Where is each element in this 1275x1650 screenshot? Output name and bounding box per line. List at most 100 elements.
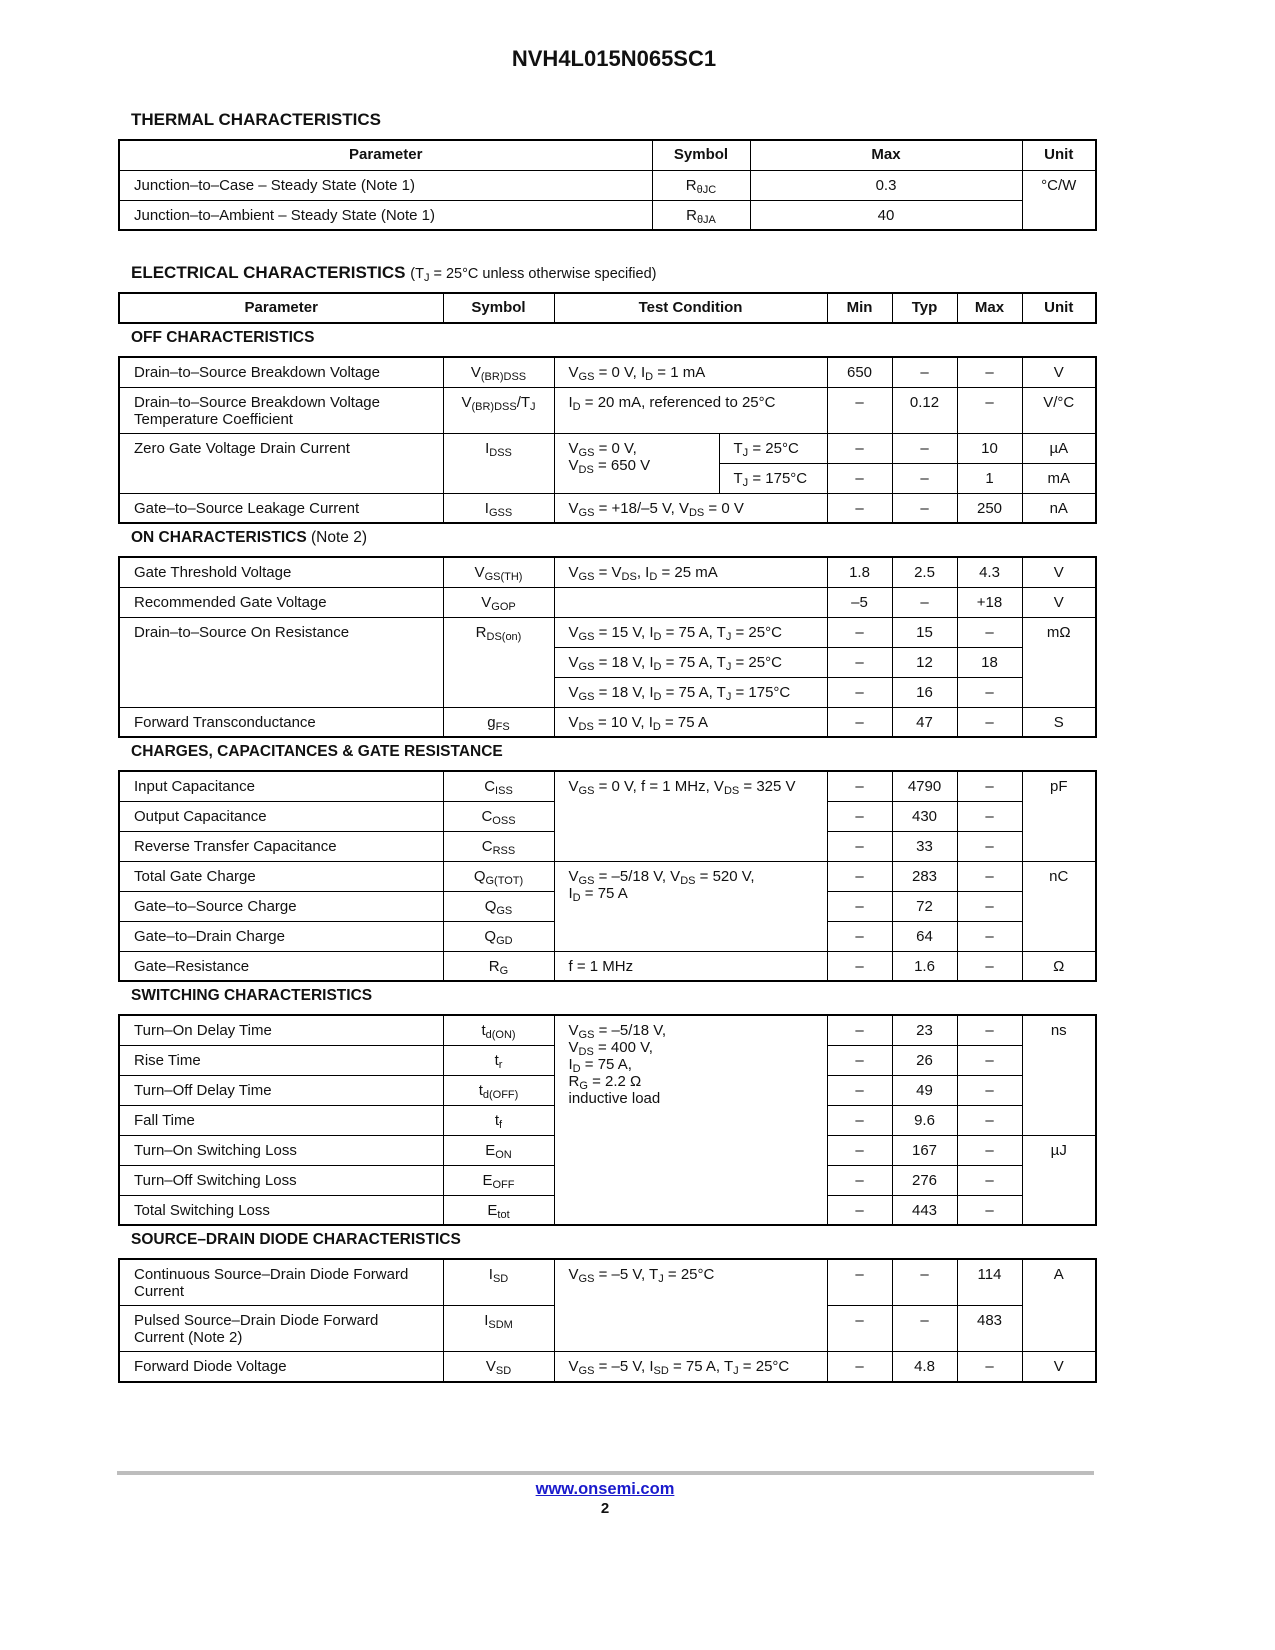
onsemi-link[interactable]: www.onsemi.com (535, 1480, 675, 1498)
typ-cell: 283 (891, 860, 958, 892)
test-condition-cell: ID = 20 mA, referenced to 25°C (553, 386, 828, 434)
max-cell: – (956, 1164, 1023, 1196)
max-cell: 0.3 (749, 169, 1023, 201)
column-header: Min (826, 292, 893, 324)
characteristics-table: Continuous Source–Drain Diode Forward Cur… (118, 1258, 1098, 1383)
max-cell: – (956, 1104, 1023, 1136)
symbol-cell: Etot (442, 1194, 555, 1226)
test-condition-cell: VGS = –5/18 V, VDS = 400 V, ID = 75 A, RG =… (553, 1014, 828, 1226)
typ-cell: – (891, 492, 958, 524)
subsection-note: (Note 2) (310, 529, 367, 546)
unit-cell: mA (1021, 462, 1097, 494)
unit-cell: µJ (1021, 1134, 1097, 1226)
table-row: Drain–to–Source On Resistance RDS(on) VGS … (118, 616, 1097, 708)
symbol-cell: IDSS (442, 432, 555, 494)
unit-cell: °C/W (1021, 169, 1097, 231)
typ-cell: 276 (891, 1164, 958, 1196)
min-cell: – (826, 1258, 893, 1306)
parameter-cell: Gate–to–Source Leakage Current (118, 492, 444, 524)
max-cell: 250 (956, 492, 1023, 524)
column-header: Parameter (118, 292, 444, 324)
column-header: Symbol (442, 292, 555, 324)
max-cell: – (956, 800, 1023, 832)
unit-cell: nA (1021, 492, 1097, 524)
subsection-title: CHARGES, CAPACITANCES & GATE RESISTANCE (131, 743, 503, 761)
test-condition-cell: VDS = 10 V, ID = 75 A (553, 706, 828, 738)
typ-cell: 64 (891, 920, 958, 952)
min-cell: – (826, 830, 893, 862)
min-cell: – (826, 890, 893, 922)
max-cell: – (956, 1194, 1023, 1226)
test-condition-cell: VGS = 18 V, ID = 75 A, TJ = 25°C (553, 646, 828, 678)
max-cell: – (956, 1351, 1023, 1382)
table-row: Rise Time tr –26– (118, 1044, 1096, 1076)
max-cell: +18 (956, 586, 1023, 618)
symbol-cell: EON (442, 1134, 555, 1166)
typ-cell: 1.6 (891, 950, 958, 982)
parameter-cell: Total Switching Loss (118, 1194, 444, 1226)
subsection-title: OFF CHARACTERISTICS (131, 329, 314, 347)
test-condition-cell: VGS = 0 V, ID = 1 mA (553, 356, 828, 388)
parameter-cell: Turn–Off Switching Loss (118, 1164, 444, 1196)
min-cell: – (826, 1305, 893, 1352)
max-cell: 40 (749, 199, 1023, 231)
test-condition-sub-cell: TJ = 175°C (718, 462, 828, 494)
symbol-cell: EOFF (442, 1164, 555, 1196)
table-row: Forward Diode Voltage VSD VGS = –5 V, ISD … (118, 1351, 1097, 1382)
min-cell: – (826, 1134, 893, 1166)
typ-cell: 4.8 (891, 1351, 958, 1382)
parameter-cell: Turn–On Delay Time (118, 1014, 444, 1046)
min-cell: – (826, 616, 893, 648)
parameter-cell: Continuous Source–Drain Diode Forward Cur… (118, 1258, 444, 1306)
min-cell: – (826, 432, 893, 464)
unit-cell: S (1021, 706, 1097, 738)
unit-cell: A (1021, 1258, 1097, 1352)
min-cell: – (826, 492, 893, 524)
symbol-cell: V(BR)DSS/TJ (442, 386, 555, 434)
max-cell: 10 (956, 432, 1023, 464)
min-cell: – (826, 1014, 893, 1046)
characteristics-table: Gate Threshold Voltage VGS(TH) VGS = VDS, … (118, 556, 1098, 738)
min-cell: – (826, 770, 893, 802)
parameter-cell: Forward Diode Voltage (118, 1351, 444, 1382)
symbol-cell: QGD (442, 920, 555, 952)
parameter-cell: Forward Transconductance (118, 706, 444, 738)
max-cell: – (956, 830, 1023, 862)
symbol-cell: RθJA (651, 199, 751, 231)
typ-cell: 49 (891, 1074, 958, 1106)
column-header: Test Condition (553, 292, 828, 324)
symbol-cell: ISD (442, 1258, 555, 1306)
table-row: Turn–Off Switching Loss EOFF –276– (118, 1164, 1096, 1196)
table-row: Junction–to–Ambient – Steady State (Note… (118, 199, 1096, 231)
test-condition-cell: VGS = –5 V, TJ = 25°C (553, 1258, 828, 1352)
symbol-cell: QG(TOT) (442, 860, 555, 892)
min-cell: – (826, 920, 893, 952)
subsection-title: SOURCE–DRAIN DIODE CHARACTERISTICS (131, 1231, 461, 1249)
symbol-cell: ISDM (442, 1305, 555, 1352)
unit-cell: V (1021, 556, 1097, 588)
characteristics-table: Drain–to–Source Breakdown Voltage V(BR)DS… (118, 356, 1098, 524)
electrical-header-table: Parameter Symbol Test Condition Min Typ Max Un… (118, 292, 1097, 324)
subsection-title-text: ON CHARACTERISTICS (131, 529, 307, 546)
max-cell: – (956, 616, 1023, 648)
parameter-cell: Junction–to–Case – Steady State (Note 1) (118, 169, 653, 201)
parameter-cell: Pulsed Source–Drain Diode Forward Current… (118, 1305, 444, 1352)
max-cell: 4.3 (956, 556, 1023, 588)
table-row: Recommended Gate Voltage VGOP –5– +18 V (118, 586, 1097, 618)
typ-cell: 2.5 (891, 556, 958, 588)
min-cell: – (826, 646, 893, 678)
column-header: Parameter (118, 139, 653, 171)
parameter-cell: Drain–to–Source Breakdown Voltage Tempera… (118, 386, 444, 434)
min-cell: – (826, 1351, 893, 1382)
typ-cell: – (891, 432, 958, 464)
subsection-title-text: SOURCE–DRAIN DIODE CHARACTERISTICS (131, 1231, 461, 1248)
max-cell: 483 (956, 1305, 1023, 1352)
column-header: Unit (1021, 139, 1097, 171)
typ-cell: 167 (891, 1134, 958, 1166)
page-number: 2 (600, 1500, 610, 1517)
typ-cell: 23 (891, 1014, 958, 1046)
max-cell: 114 (956, 1258, 1023, 1306)
characteristics-table: Input Capacitance CISS VGS = 0 V, f = 1 MH… (118, 770, 1098, 982)
parameter-cell: Turn–On Switching Loss (118, 1134, 444, 1166)
test-condition-cell: VGS = 18 V, ID = 75 A, TJ = 175°C (553, 676, 828, 708)
